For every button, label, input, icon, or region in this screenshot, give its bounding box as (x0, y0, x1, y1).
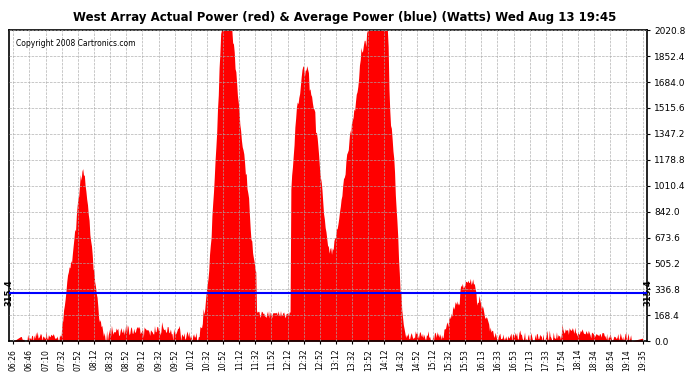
Text: 315.4: 315.4 (644, 279, 653, 306)
Text: West Array Actual Power (red) & Average Power (blue) (Watts) Wed Aug 13 19:45: West Array Actual Power (red) & Average … (73, 11, 617, 24)
Text: 315.4: 315.4 (4, 279, 13, 306)
Text: Copyright 2008 Cartronics.com: Copyright 2008 Cartronics.com (16, 39, 135, 48)
